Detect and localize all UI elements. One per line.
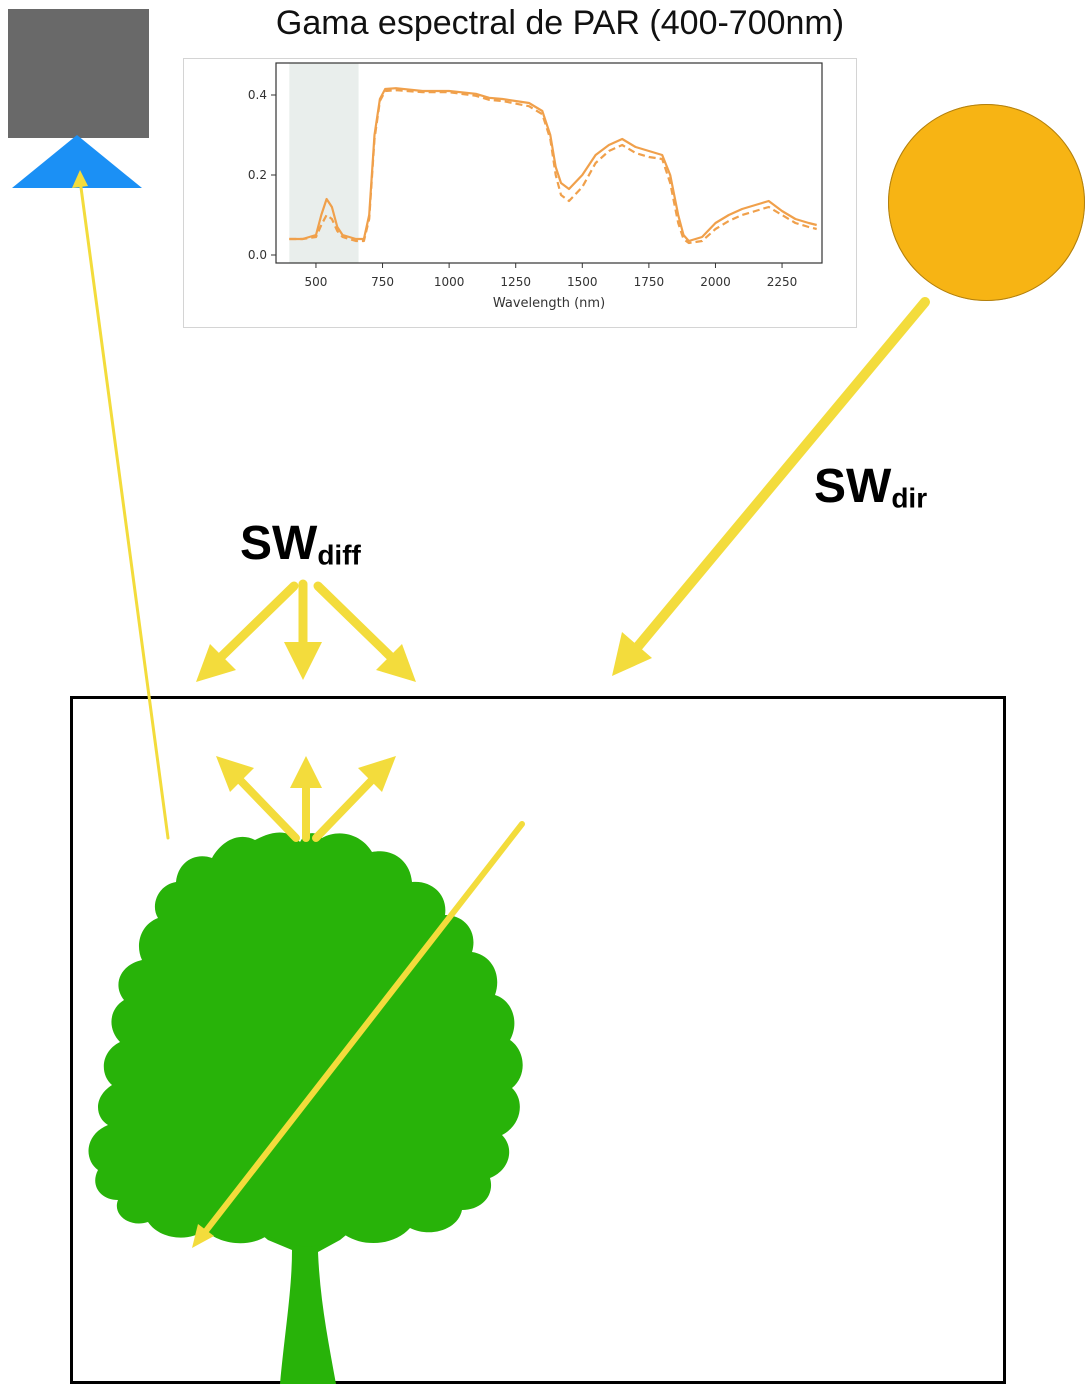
x-tick-label: 1500 bbox=[567, 275, 598, 289]
scatter-right-arrowhead-icon bbox=[358, 756, 396, 792]
direct-sun-ray bbox=[630, 297, 930, 655]
direct-ray-arrowhead-icon bbox=[612, 632, 652, 676]
scatter-left-arrowhead-icon bbox=[216, 756, 254, 792]
sw-diff-main: SW bbox=[240, 517, 318, 570]
x-tick-label: 750 bbox=[371, 275, 394, 289]
x-tick-label: 2000 bbox=[700, 275, 731, 289]
plot-frame bbox=[275, 62, 823, 264]
diffuse-right-arrowhead-icon bbox=[376, 644, 416, 682]
sw-dir-sub: dir bbox=[891, 482, 928, 514]
sw-dir-main: SW bbox=[814, 460, 892, 513]
y-tick-label: 0.0 bbox=[248, 248, 267, 262]
reflected-ray-to-sensor bbox=[78, 178, 170, 840]
x-tick-label: 500 bbox=[304, 275, 327, 289]
diffuse-ray-left bbox=[215, 581, 299, 663]
x-tick-label: 1750 bbox=[634, 275, 665, 289]
canopy-ray-arrowhead-icon bbox=[192, 1224, 214, 1248]
rays bbox=[72, 170, 930, 1248]
y-tick-label: 0.2 bbox=[248, 168, 267, 182]
x-tick-label: 1250 bbox=[500, 275, 531, 289]
sensor-icon bbox=[8, 9, 149, 138]
x-tick-label: 1000 bbox=[434, 275, 465, 289]
sensor-cone-icon bbox=[12, 135, 142, 188]
sw-diff-label: SWdiff bbox=[240, 520, 361, 570]
scene-frame bbox=[70, 696, 1006, 1384]
spectrum-plot: 0.0 0.2 0.4 500 750 1000 1250 1500 1750 2000 2250 W… bbox=[248, 62, 823, 311]
tree-icon bbox=[88, 832, 523, 1384]
y-tick-label: 0.4 bbox=[248, 88, 267, 102]
scatter-center-arrowhead-icon bbox=[290, 756, 322, 788]
sun-icon bbox=[888, 104, 1085, 301]
sw-diff-sub: diff bbox=[317, 539, 361, 571]
series-line-dashed bbox=[289, 89, 817, 245]
chart-title: Gama espectral de PAR (400-700nm) bbox=[275, 4, 845, 42]
diffuse-ray-right bbox=[313, 581, 397, 663]
sensor-ray-arrowhead-icon bbox=[72, 170, 88, 188]
x-tick-label: 2250 bbox=[767, 275, 798, 289]
diffuse-center-arrowhead-icon bbox=[284, 642, 322, 680]
sw-dir-label: SWdir bbox=[814, 463, 927, 513]
spectrum-chart: 0.0 0.2 0.4 500 750 1000 1250 1500 1750 2000 2250 W… bbox=[183, 58, 857, 328]
scatter-ray-left bbox=[236, 776, 300, 842]
canopy-ray bbox=[199, 821, 525, 1239]
series-line-solid bbox=[289, 87, 817, 243]
scatter-ray-right bbox=[312, 776, 376, 842]
x-axis-label: Wavelength (nm) bbox=[493, 296, 605, 311]
diffuse-left-arrowhead-icon bbox=[196, 644, 236, 682]
par-band bbox=[289, 63, 359, 263]
